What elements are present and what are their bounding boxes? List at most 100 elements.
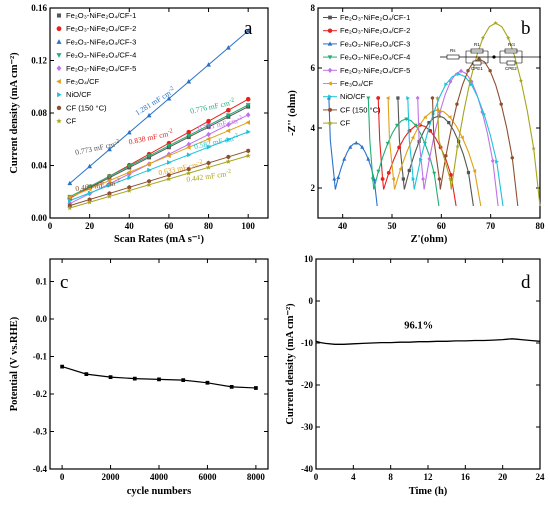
circuit-node [492,55,496,59]
legend-marker [56,13,62,18]
data-point [146,112,152,118]
panel-a-fit-lines [69,30,249,209]
legend-marker [56,118,62,124]
nyquist-line [407,73,504,207]
nyquist-point [488,68,492,73]
data-point [87,184,93,190]
stability-point [157,377,161,382]
data-point [166,95,172,101]
x-tick-label: 100 [241,221,255,231]
nyquist-line [367,97,440,207]
nyquist-point [447,120,451,125]
data-point [67,205,73,211]
chronoamperometry-line [315,338,541,345]
y-tick-label: -10 [301,338,313,348]
slope-unit-superscript: -2 [229,97,235,104]
nyquist-point [460,135,464,140]
nyquist-point [398,166,403,171]
data-point [146,154,152,159]
legend-marker [57,92,62,98]
panel-a: 0 20 40 60 80 100 0.00 0.04 0.08 0.12 0.16 1.281 m… [9,3,269,245]
data-point [166,143,172,149]
legend-marker [56,105,62,111]
legend-marker [327,120,333,126]
nyquist-point [448,79,453,84]
panel-a-x-axis-label: Scan Rates (mA s⁻¹) [114,234,205,245]
stability-line [61,366,256,389]
y-tick-label: 8 [311,3,316,13]
data-point [87,190,93,196]
slope-annotation: 0.464 mF cm-2 [75,178,121,193]
data-point [186,133,192,139]
legend-marker [56,39,62,44]
legend-label: Fe₂O₃-NiFe₂O₄/CF-4 [340,53,410,62]
data-point [246,129,251,135]
slope-annotation: 0.776 mF cm-2 [189,97,235,115]
slope-unit-superscript: -2 [226,169,232,176]
nyquist-point [342,156,347,161]
nyquist-point [419,157,423,162]
nyquist-point [385,141,390,146]
slope-annotation: 0.751 mF cm-2 [197,115,243,133]
data-point [186,144,191,150]
nyquist-point [366,156,371,161]
legend-marker [327,81,332,86]
nyquist-point [336,175,341,179]
resistor-rs [446,54,460,60]
panel-a-annotations: 1.281 mF cm-20.838 mF cm-20.776 mF cm-20… [74,86,243,193]
nyquist-point [413,123,418,128]
slope-unit-superscript: -2 [167,128,173,135]
nyquist-point [360,144,365,149]
nyquist-point [468,78,473,83]
data-point [167,160,172,165]
nyquist-point [531,146,536,151]
nyquist-point [348,144,353,149]
nyquist-point [421,176,425,182]
nyquist-point [395,123,399,128]
stability-point [60,364,64,369]
panel-b-letter: b [521,18,531,39]
x-tick-label: 12 [424,472,434,482]
nyquist-point [410,135,415,140]
legend-marker [328,107,332,113]
circuit-label: Rs [450,48,456,53]
nyquist-line [431,58,519,207]
legend-label: Fe₂O₃-NiFe₂O₄/CF-4 [66,51,136,60]
retention-annotation: 96.1% [404,320,433,331]
nyquist-point [423,115,427,120]
data-point [245,96,251,102]
data-point [226,121,231,128]
cpe1 [472,60,482,66]
nyquist-point [455,144,460,149]
nyquist-point [380,177,385,181]
panel-d-frame [315,258,541,470]
data-point [245,103,251,108]
y-tick-label: -0.4 [33,464,48,474]
legend-marker [56,26,62,32]
nyquist-point [518,78,524,83]
data-point [245,153,251,159]
nyquist-point [415,95,420,101]
slope-unit-superscript: -2 [197,159,203,166]
x-tick-label: 0 [60,472,65,482]
nyquist-point [366,96,371,101]
nyquist-point [376,96,381,100]
data-point [126,164,132,169]
panel-c-frame [49,258,269,470]
fit-line [69,121,249,198]
x-tick-label: 8000 [247,472,266,482]
nyquist-point [430,96,435,100]
slope-unit-superscript: -2 [168,86,175,94]
legend-label: Fe₂O₃-NiFe₂O₄/CF-2 [66,24,136,33]
panel-c-y-axis-label: Potential (V vs.RHE) [9,316,20,411]
x-tick-label: 80 [536,221,546,231]
nyquist-point [466,170,471,175]
data-point [206,131,211,138]
y-tick-label: 0.12 [31,56,47,66]
slope-text: 1.281 mF cm [133,88,172,117]
slope-unit-superscript: -2 [114,139,120,146]
data-point [166,172,171,178]
data-point [147,167,152,173]
nyquist-point [459,68,463,74]
